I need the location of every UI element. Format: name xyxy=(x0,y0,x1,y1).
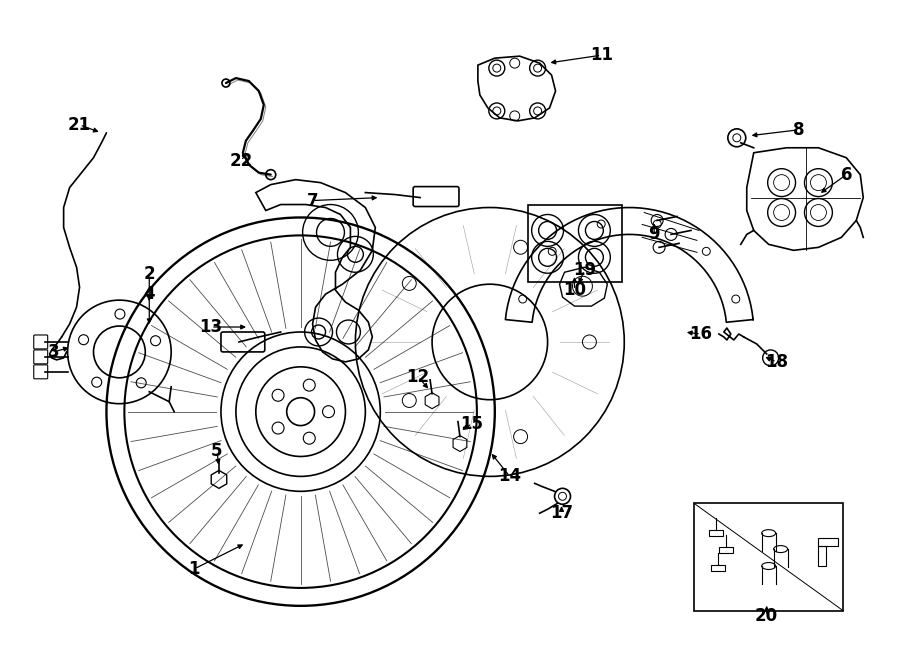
Text: 10: 10 xyxy=(563,281,586,299)
Bar xyxy=(694,503,843,611)
Text: 11: 11 xyxy=(590,46,613,64)
Text: 4: 4 xyxy=(143,285,155,303)
Text: 13: 13 xyxy=(200,318,222,336)
Text: 8: 8 xyxy=(793,121,805,139)
Bar xyxy=(527,205,622,282)
Bar xyxy=(818,538,839,546)
Text: 18: 18 xyxy=(765,353,788,371)
Text: 3: 3 xyxy=(48,343,59,361)
Text: 14: 14 xyxy=(499,467,521,485)
Text: 12: 12 xyxy=(407,368,429,386)
Text: 1: 1 xyxy=(188,560,200,578)
Bar xyxy=(711,565,724,571)
Text: 20: 20 xyxy=(755,607,778,625)
Text: 7: 7 xyxy=(307,191,319,210)
Text: 22: 22 xyxy=(230,152,253,169)
Text: 15: 15 xyxy=(461,414,483,432)
Text: 17: 17 xyxy=(550,504,573,522)
Bar xyxy=(709,530,723,536)
Text: 5: 5 xyxy=(212,442,222,461)
Text: 6: 6 xyxy=(841,166,852,183)
Text: 2: 2 xyxy=(143,265,155,283)
Text: 19: 19 xyxy=(573,261,596,279)
Bar xyxy=(719,547,733,553)
Text: 16: 16 xyxy=(689,325,713,343)
Text: 9: 9 xyxy=(648,225,660,244)
Text: 21: 21 xyxy=(68,116,91,134)
Bar xyxy=(818,546,826,566)
